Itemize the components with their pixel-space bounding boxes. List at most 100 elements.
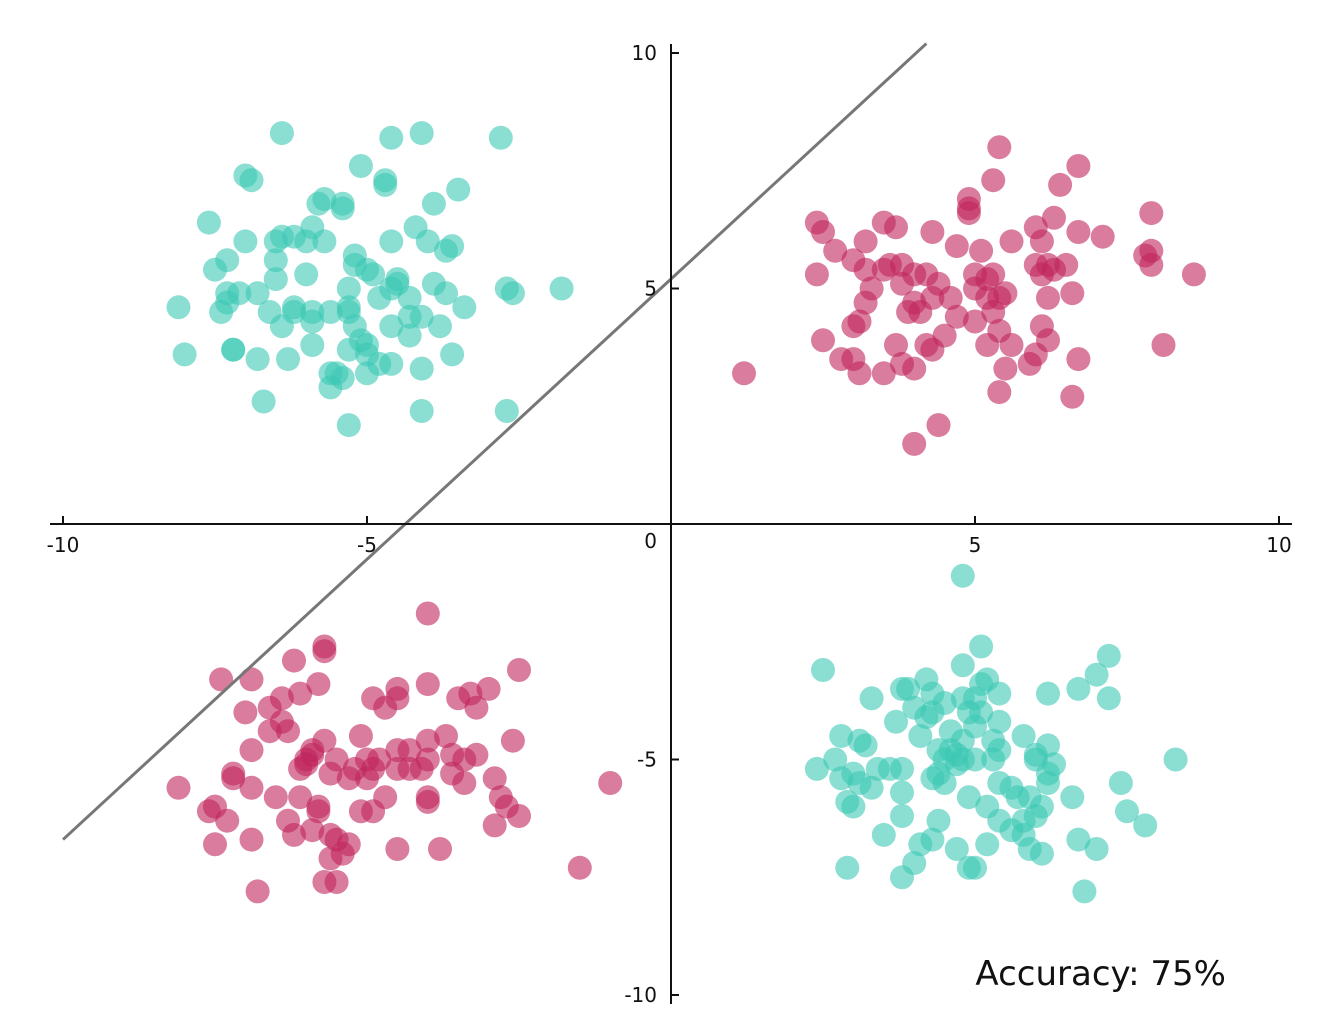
crimson-point [397, 738, 422, 763]
teal-point [1029, 841, 1054, 866]
crimson-point [245, 879, 270, 904]
teal-point [336, 276, 361, 301]
teal-point [847, 771, 872, 795]
teal-point [950, 653, 975, 678]
crimson-point [482, 766, 507, 791]
crimson-point [938, 285, 963, 310]
teal-point [306, 191, 331, 216]
crimson-point [920, 337, 945, 362]
y-tick-label: -10 [624, 983, 657, 1007]
crimson-point [221, 766, 246, 791]
crimson-point [1017, 351, 1042, 376]
teal-point [1036, 681, 1060, 706]
points-layer [166, 121, 1206, 904]
teal-point [263, 267, 288, 292]
teal-point [908, 832, 933, 857]
crimson-point [981, 300, 1006, 324]
teal-point [914, 705, 939, 730]
crimson-point [1151, 333, 1176, 357]
teal-point [409, 399, 434, 423]
teal-point [835, 855, 860, 880]
teal-point [434, 281, 458, 306]
teal-point [209, 300, 234, 324]
teal-point [196, 210, 221, 235]
teal-point [300, 333, 325, 357]
crimson-point [324, 870, 349, 894]
teal-point [823, 747, 848, 772]
crimson-point [1060, 384, 1085, 409]
y-tick-label: 5 [644, 277, 657, 301]
teal-point [421, 191, 446, 216]
teal-point [1072, 879, 1097, 904]
crimson-point [306, 799, 331, 824]
teal-point [294, 229, 319, 254]
crimson-point [464, 695, 489, 720]
crimson-point [829, 347, 854, 372]
crimson-point [482, 813, 507, 838]
teal-point [361, 262, 386, 287]
teal-point [1108, 771, 1133, 795]
crimson-point [853, 290, 878, 315]
crimson-point [1029, 229, 1054, 254]
teal-point [890, 780, 914, 805]
crimson-point [987, 135, 1012, 160]
crimson-point [306, 672, 331, 697]
teal-point [415, 229, 440, 254]
crimson-point [263, 785, 288, 810]
crimson-point [884, 333, 908, 357]
crimson-point [300, 818, 325, 843]
teal-point [318, 375, 343, 400]
crimson-point [239, 827, 264, 852]
crimson-point [926, 413, 951, 438]
crimson-point [1029, 262, 1054, 287]
crimson-point [203, 832, 227, 857]
teal-point [409, 304, 434, 329]
crimson-point [823, 238, 848, 263]
teal-point [811, 658, 835, 682]
crimson-point [567, 855, 592, 880]
teal-point [1084, 662, 1109, 687]
crimson-point [1181, 262, 1206, 287]
teal-point [494, 399, 519, 423]
crimson-point [373, 695, 398, 720]
teal-point [884, 709, 908, 734]
teal-point [859, 686, 884, 711]
crimson-point [361, 799, 386, 824]
teal-point [944, 837, 969, 861]
crimson-point [975, 333, 1000, 357]
crimson-point [1048, 172, 1073, 197]
teal-point [829, 766, 854, 791]
crimson-point [993, 356, 1018, 381]
crimson-point [1139, 201, 1164, 226]
crimson-point [884, 215, 908, 240]
crimson-point [598, 771, 623, 795]
teal-point [987, 681, 1012, 706]
crimson-point [847, 361, 872, 386]
teal-point [1163, 747, 1188, 772]
crimson-point [355, 766, 379, 791]
crimson-point [166, 775, 191, 800]
crimson-point [969, 238, 994, 263]
y-tick-label: 10 [632, 41, 657, 65]
teal-point [397, 285, 422, 310]
teal-point [330, 196, 355, 221]
teal-point [1115, 799, 1139, 824]
teal-point [251, 389, 276, 414]
crimson-point [1042, 205, 1066, 230]
teal-point [488, 125, 513, 150]
crimson-point [336, 766, 361, 791]
teal-point [890, 756, 914, 781]
teal-point [379, 229, 404, 254]
teal-point [1096, 643, 1121, 668]
crimson-point [1090, 224, 1115, 249]
crimson-point [397, 756, 422, 781]
crimson-point [507, 658, 531, 682]
teal-point [452, 295, 477, 320]
crimson-point [890, 271, 914, 296]
teal-point [932, 771, 957, 795]
teal-point [336, 337, 361, 362]
teal-point [294, 262, 319, 287]
crimson-point [853, 257, 878, 282]
teal-point [397, 323, 422, 348]
crimson-point [415, 728, 440, 753]
